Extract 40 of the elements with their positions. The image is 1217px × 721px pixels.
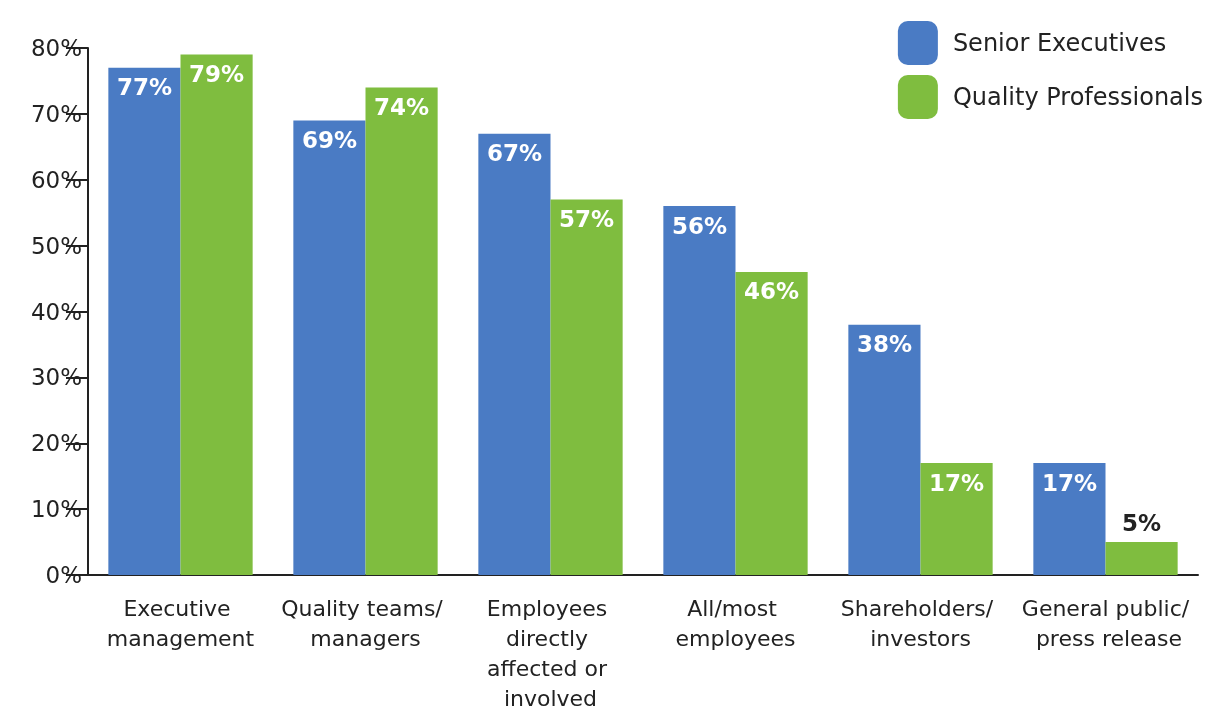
data-label: 17%	[1041, 469, 1097, 496]
y-tick-label: 40%	[30, 298, 82, 325]
x-tick-label: Employees directly affected or involved	[486, 595, 615, 711]
x-tick-label: Quality teams/ managers	[281, 595, 450, 651]
y-tick-label: 10%	[30, 496, 82, 523]
x-tick-label: General public/ press release	[1021, 595, 1190, 651]
bar	[550, 199, 623, 575]
y-tick-label: 80%	[30, 35, 82, 61]
bar	[735, 271, 808, 575]
data-label: 77%	[116, 74, 172, 101]
x-tick-label: Executive management	[106, 595, 255, 651]
y-tick-label: 50%	[30, 232, 82, 259]
data-label: 46%	[744, 278, 800, 305]
bar	[1105, 542, 1178, 575]
data-label: 69%	[301, 126, 357, 153]
bar	[108, 67, 181, 575]
bar	[293, 120, 366, 575]
x-tick-label: All/most employees	[675, 595, 796, 651]
data-label: 67%	[486, 140, 542, 167]
y-tick-label: 20%	[30, 430, 82, 457]
data-label: 17%	[929, 469, 985, 496]
x-tick-label: Shareholders/ investors	[840, 595, 1001, 651]
bar	[663, 206, 736, 575]
legend-label: Quality Professionals	[952, 83, 1203, 111]
data-label: 5%	[1122, 509, 1162, 536]
bar	[180, 54, 253, 575]
bar	[848, 324, 921, 575]
y-tick-label: 30%	[30, 364, 82, 391]
bar	[365, 87, 438, 575]
data-label: 57%	[559, 206, 615, 233]
data-label: 38%	[856, 331, 912, 358]
y-tick-label: 60%	[30, 166, 82, 193]
bar	[1033, 463, 1106, 575]
data-label: 74%	[374, 94, 430, 121]
data-label: 79%	[189, 61, 245, 88]
bar	[920, 463, 993, 575]
legend-label: Senior Executives	[952, 29, 1167, 57]
y-tick-label: 70%	[30, 100, 82, 127]
data-label: 56%	[671, 212, 727, 239]
bar	[478, 133, 551, 575]
